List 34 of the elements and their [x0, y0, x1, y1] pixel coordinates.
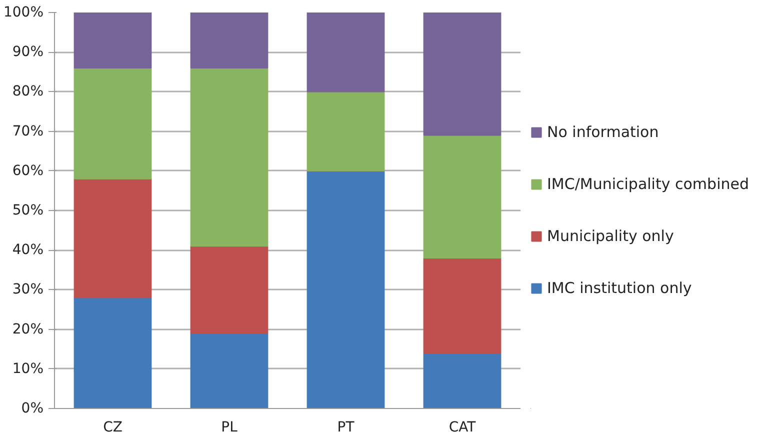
x-tick-label: CZ [103, 420, 122, 436]
y-tick-label: 90% [12, 44, 44, 60]
y-tick-label: 0% [21, 400, 44, 416]
bar [306, 12, 385, 92]
bar [306, 170, 385, 408]
y-tick-label: 50% [12, 202, 44, 218]
bar [306, 91, 385, 172]
bar [423, 12, 502, 136]
bar [423, 258, 502, 354]
x-tick-label: PT [337, 420, 355, 436]
bar [423, 134, 502, 259]
legend-label: IMC institution only [547, 279, 692, 297]
y-tick-label: 80% [12, 84, 44, 100]
x-tick-label: CAT [448, 420, 476, 436]
y-tick-label: 70% [12, 123, 44, 140]
bar [423, 352, 502, 408]
bar [74, 67, 152, 180]
legend-label: Municipality only [547, 227, 674, 245]
y-tick-label: 20% [12, 321, 44, 338]
legend-label: No information [547, 123, 659, 141]
y-tick-label: 60% [12, 162, 44, 179]
x-tick-label: PL [221, 420, 238, 436]
bar [190, 332, 268, 408]
bar [190, 12, 268, 68]
y-tick-label: 100% [3, 4, 44, 20]
bar [74, 297, 152, 408]
bar [74, 178, 152, 298]
bar [190, 246, 268, 334]
y-tick-label: 40% [12, 242, 44, 258]
y-tick-label: 30% [12, 282, 44, 298]
bar [74, 12, 152, 68]
bar [190, 67, 268, 247]
legend-label: IMC/Municipality combined [547, 175, 749, 193]
y-tick-label: 10% [12, 360, 44, 377]
